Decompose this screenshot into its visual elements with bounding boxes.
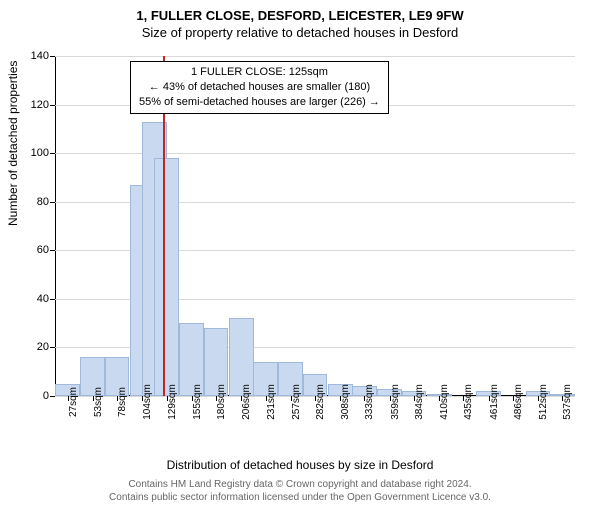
info-line2: ← 43% of detached houses are smaller (18… [139,80,380,95]
y-tick-mark [50,250,55,251]
footer-line1: Contains HM Land Registry data © Crown c… [0,478,600,491]
x-tick-label: 384sqm [414,384,425,420]
page-subtitle: Size of property relative to detached ho… [0,25,600,40]
y-tick-label: 80 [37,196,49,208]
y-tick-mark [50,153,55,154]
y-tick-label: 20 [37,341,49,353]
x-tick-label: 129sqm [167,384,178,420]
x-tick-label: 231sqm [266,384,277,420]
y-tick-label: 140 [31,50,49,62]
x-tick-label: 104sqm [142,384,153,420]
x-tick-label: 78sqm [117,387,128,417]
y-tick-label: 60 [37,244,49,256]
x-tick-label: 461sqm [489,384,500,420]
info-line1: 1 FULLER CLOSE: 125sqm [139,65,380,80]
y-tick-mark [50,347,55,348]
x-tick-label: 27sqm [68,387,79,417]
x-axis-label: Distribution of detached houses by size … [0,458,600,472]
histogram-bar [154,158,179,396]
y-tick-mark [50,202,55,203]
x-tick-label: 282sqm [315,384,326,420]
gridline [55,153,575,154]
x-tick-label: 486sqm [513,384,524,420]
x-tick-label: 308sqm [340,384,351,420]
gridline [55,56,575,57]
x-tick-label: 410sqm [439,384,450,420]
y-tick-label: 120 [31,99,49,111]
x-tick-label: 359sqm [390,384,401,420]
y-tick-mark [50,56,55,57]
x-tick-label: 206sqm [241,384,252,420]
info-line3: 55% of semi-detached houses are larger (… [139,95,380,110]
y-tick-label: 100 [31,147,49,159]
y-tick-mark [50,396,55,397]
info-box: 1 FULLER CLOSE: 125sqm← 43% of detached … [130,61,389,114]
x-tick-label: 512sqm [538,384,549,420]
footer-note: Contains HM Land Registry data © Crown c… [0,478,600,504]
x-tick-label: 53sqm [93,387,104,417]
y-tick-mark [50,299,55,300]
page-title: 1, FULLER CLOSE, DESFORD, LEICESTER, LE9… [0,8,600,23]
x-tick-label: 155sqm [192,384,203,420]
x-tick-label: 257sqm [291,384,302,420]
x-tick-label: 180sqm [216,384,227,420]
x-tick-label: 435sqm [463,384,474,420]
y-tick-label: 0 [43,390,49,402]
y-tick-label: 40 [37,293,49,305]
x-tick-label: 537sqm [562,384,573,420]
y-tick-mark [50,105,55,106]
x-tick-label: 333sqm [364,384,375,420]
footer-line2: Contains public sector information licen… [0,491,600,504]
histogram-chart: 02040608010012014027sqm53sqm78sqm104sqm1… [55,56,575,396]
y-axis-label: Number of detached properties [6,61,20,226]
